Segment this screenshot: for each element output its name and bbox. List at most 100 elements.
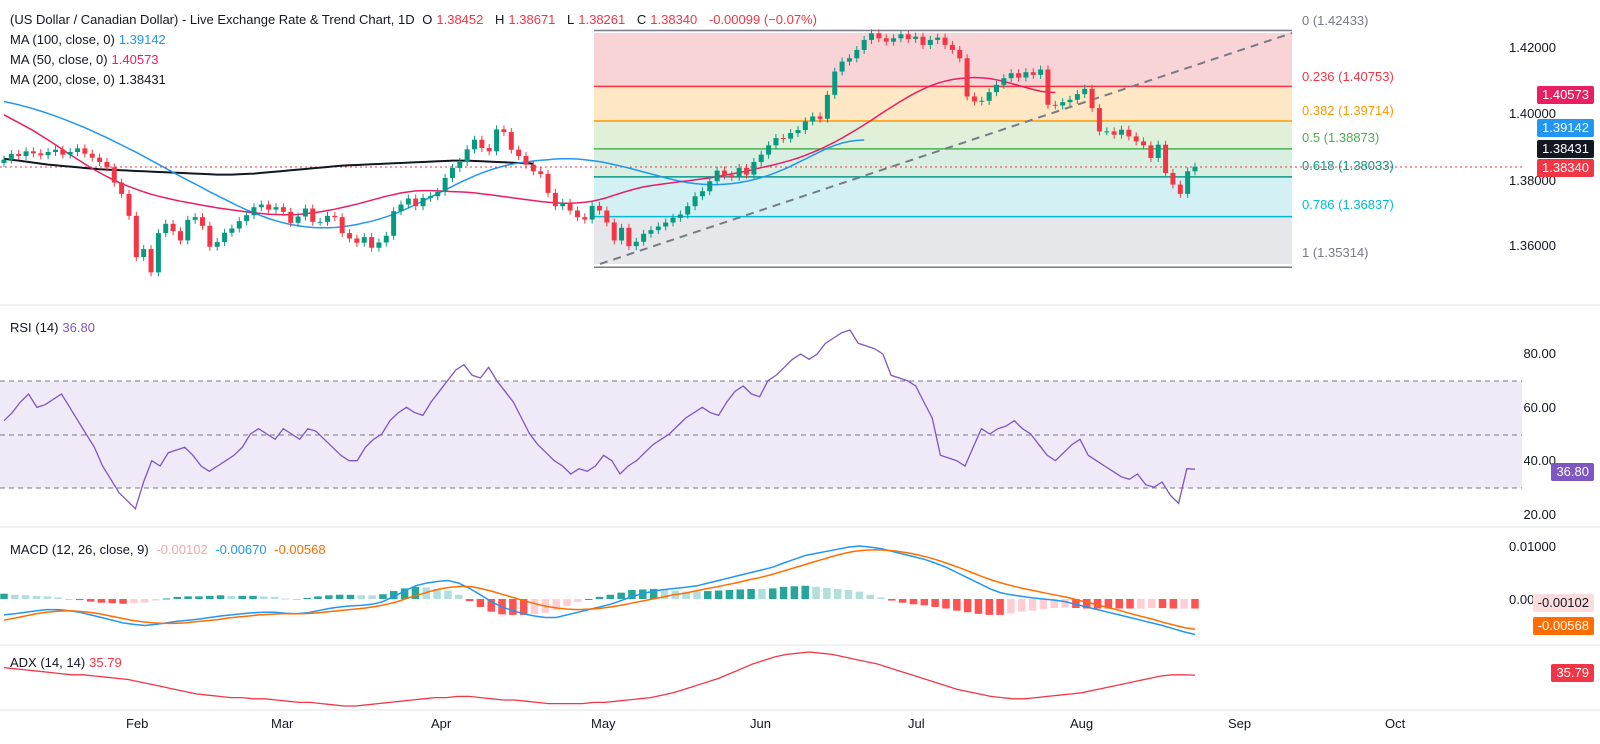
candle-body[interactable] [861, 39, 867, 50]
candle-body[interactable] [766, 145, 772, 155]
candle-body[interactable] [839, 61, 845, 72]
candle-body[interactable] [567, 202, 573, 211]
candle-body[interactable] [744, 167, 750, 175]
candle-body[interactable] [23, 151, 29, 156]
candle-body[interactable] [971, 96, 977, 102]
candle-body[interactable] [619, 227, 625, 241]
candle-body[interactable] [523, 155, 529, 165]
candle-body[interactable] [60, 149, 66, 155]
candle-body[interactable] [869, 33, 875, 40]
candle-body[interactable] [538, 171, 544, 174]
candle-body[interactable] [427, 196, 433, 198]
candle-body[interactable] [721, 170, 727, 176]
ma200-legend[interactable]: MA (200, close, 0) 1.38431 [10, 72, 166, 87]
candle-body[interactable] [472, 139, 478, 150]
candle-body[interactable] [464, 149, 470, 162]
candle-body[interactable] [552, 192, 558, 207]
candle-body[interactable] [1185, 171, 1191, 194]
candle-body[interactable] [141, 249, 147, 258]
candle-body[interactable] [185, 219, 191, 241]
candle-body[interactable] [288, 211, 294, 223]
candle-body[interactable] [302, 208, 308, 217]
candle-body[interactable] [1096, 108, 1102, 132]
candle-body[interactable] [611, 222, 617, 241]
candle-body[interactable] [824, 94, 830, 119]
candle-body[interactable] [589, 205, 595, 220]
candle-body[interactable] [324, 215, 330, 222]
candle-body[interactable] [707, 181, 713, 192]
candle-body[interactable] [920, 36, 926, 45]
candle-body[interactable] [486, 148, 492, 152]
candle-body[interactable] [398, 204, 404, 212]
candle-body[interactable] [1089, 88, 1095, 109]
candle-body[interactable] [369, 237, 375, 248]
candle-body[interactable] [1126, 129, 1132, 137]
candle-body[interactable] [1023, 72, 1029, 78]
candle-body[interactable] [435, 191, 441, 197]
candle-body[interactable] [913, 36, 919, 39]
candle-body[interactable] [45, 152, 51, 156]
candle-body[interactable] [163, 223, 169, 234]
candle-body[interactable] [295, 216, 301, 223]
candle-body[interactable] [545, 173, 551, 193]
candle-body[interactable] [677, 214, 683, 218]
candle-body[interactable] [229, 228, 235, 233]
candle-body[interactable] [479, 139, 485, 149]
candle-body[interactable] [244, 215, 250, 222]
candle-body[interactable] [413, 198, 419, 207]
candle-body[interactable] [751, 161, 757, 175]
candle-body[interactable] [236, 221, 242, 229]
candle-body[interactable] [1133, 136, 1139, 142]
candle-body[interactable] [574, 210, 580, 218]
candle-body[interactable] [258, 204, 264, 208]
candle-body[interactable] [530, 164, 536, 172]
macd-legend[interactable]: MACD (12, 26, close, 9) -0.00102 -0.0067… [10, 542, 326, 557]
candle-body[interactable] [633, 241, 639, 247]
candle-body[interactable] [30, 151, 36, 154]
candle-body[interactable] [736, 167, 742, 177]
candle-body[interactable] [1030, 72, 1036, 75]
candle-body[interactable] [391, 211, 397, 236]
candle-body[interactable] [1008, 73, 1014, 79]
candle-body[interactable] [97, 157, 103, 162]
candle-body[interactable] [222, 232, 228, 243]
candle-body[interactable] [332, 215, 338, 218]
candle-body[interactable] [597, 205, 602, 211]
candle-body[interactable] [16, 153, 22, 156]
candle-body[interactable] [317, 221, 323, 223]
candle-body[interactable] [655, 226, 661, 231]
candle-body[interactable] [604, 210, 610, 223]
candle-body[interactable] [119, 182, 125, 194]
candle-body[interactable] [898, 34, 904, 39]
candle-body[interactable] [494, 129, 500, 152]
candle-body[interactable] [457, 161, 463, 168]
candle-body[interactable] [957, 49, 963, 59]
fib-retracement[interactable] [594, 29, 1293, 268]
candle-body[interactable] [1192, 166, 1198, 172]
candle-body[interactable] [376, 242, 382, 248]
candle-body[interactable] [685, 206, 691, 215]
rsi-legend[interactable]: RSI (14) 36.80 [10, 320, 95, 335]
candle-body[interactable] [1074, 94, 1080, 100]
candle-body[interactable] [266, 204, 272, 210]
candle-body[interactable] [1001, 78, 1007, 85]
candle-body[interactable] [8, 153, 14, 160]
candle-body[interactable] [280, 207, 286, 212]
candle-body[interactable] [273, 207, 279, 210]
candle-body[interactable] [729, 175, 735, 177]
candle-body[interactable] [133, 215, 139, 258]
candle-body[interactable] [155, 233, 161, 273]
candle-body[interactable] [1170, 172, 1176, 185]
candle-body[interactable] [773, 138, 779, 146]
candle-body[interactable] [626, 227, 632, 247]
candle-body[interactable] [810, 116, 816, 122]
candle-body[interactable] [516, 149, 522, 156]
candle-body[interactable] [354, 238, 360, 243]
ma50-legend[interactable]: MA (50, close, 0) 1.40573 [10, 52, 159, 67]
candle-body[interactable] [994, 84, 999, 93]
candle-body[interactable] [979, 100, 985, 102]
candle-body[interactable] [582, 217, 588, 220]
candle-body[interactable] [52, 149, 58, 153]
candle-body[interactable] [449, 167, 455, 178]
